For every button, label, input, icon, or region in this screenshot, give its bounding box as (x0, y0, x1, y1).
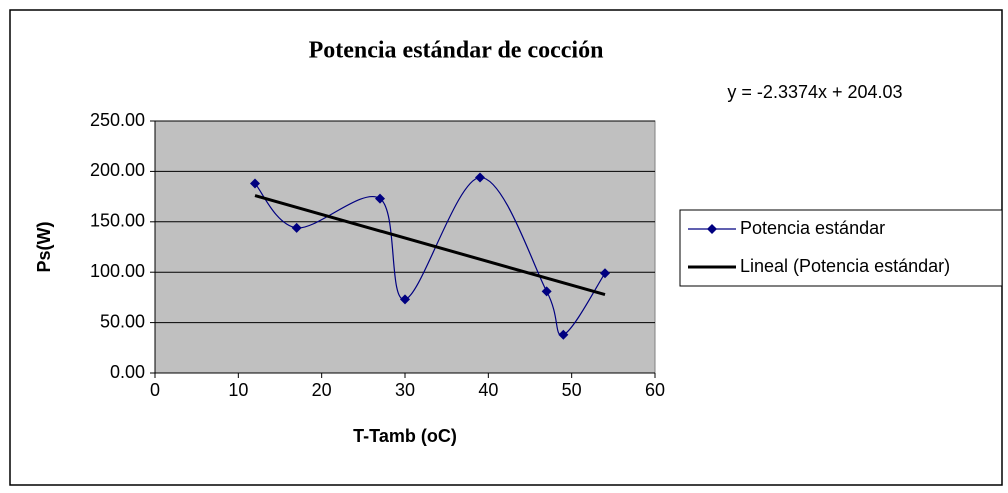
y-tick-label: 200.00 (90, 160, 145, 180)
legend-label: Potencia estándar (740, 218, 885, 238)
y-tick-label: 150.00 (90, 211, 145, 231)
y-tick-label: 50.00 (100, 311, 145, 331)
x-tick-label: 10 (228, 380, 248, 400)
chart-title: Potencia estándar de cocción (309, 38, 604, 64)
x-tick-label: 40 (478, 380, 498, 400)
x-tick-label: 20 (312, 380, 332, 400)
data-point (541, 286, 552, 297)
y-axis-label: Ps(W) (34, 222, 54, 273)
data-point (400, 294, 410, 305)
x-tick-label: 60 (645, 380, 665, 400)
data-point (375, 193, 385, 204)
plot-area (154, 120, 656, 374)
x-axis-label: T-Tamb (oC) (353, 426, 457, 446)
y-tick-label: 0.00 (110, 362, 145, 382)
legend-box (679, 209, 1003, 287)
data-point (250, 178, 260, 189)
series-line (254, 176, 606, 336)
trend-equation: y = -2.3374x + 204.03 (727, 82, 902, 102)
x-tick-label: 30 (395, 380, 415, 400)
data-point (558, 329, 569, 340)
y-tick-label: 100.00 (90, 261, 145, 281)
data-point (475, 172, 485, 183)
x-tick-label: 0 (150, 380, 160, 400)
x-tick-label: 50 (562, 380, 582, 400)
y-tick-label: 250.00 (90, 110, 145, 130)
data-point (291, 222, 302, 233)
legend-label: Lineal (Potencia estándar) (740, 256, 950, 276)
legend-marker (707, 224, 717, 234)
data-point (600, 268, 610, 279)
trend-line (254, 194, 606, 297)
